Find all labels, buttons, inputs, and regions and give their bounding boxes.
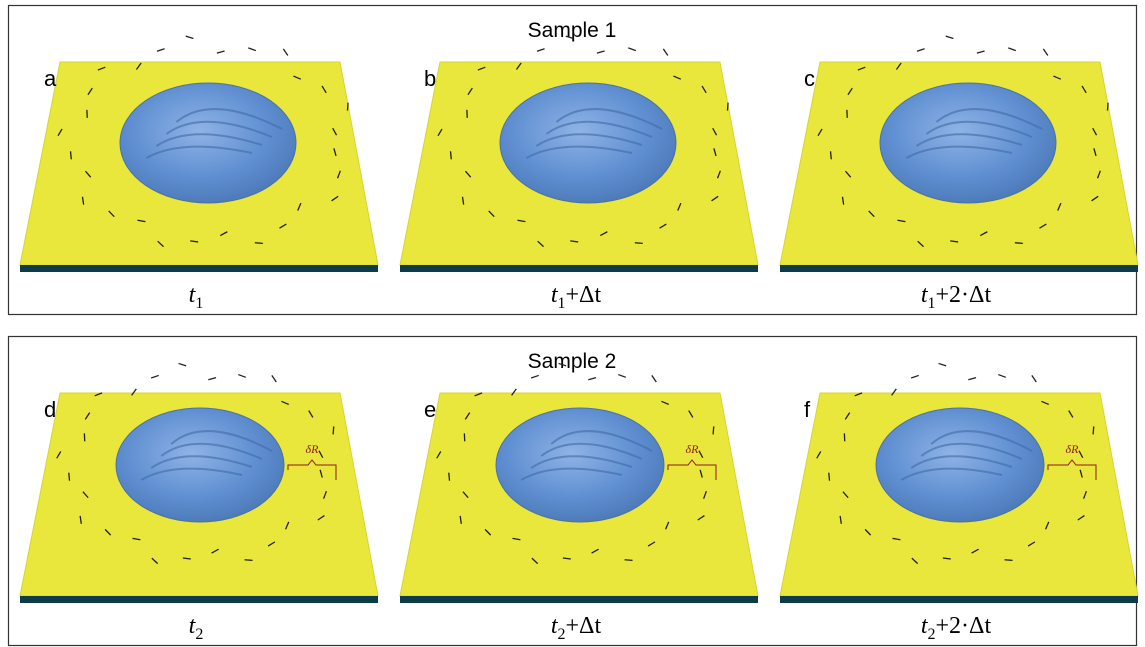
dash <box>998 375 1006 378</box>
plate-base <box>20 596 378 603</box>
panel-title: Sample 2 <box>528 350 617 373</box>
dash <box>652 375 656 382</box>
dash <box>272 375 276 382</box>
annotation: δR <box>306 442 320 456</box>
dash <box>283 49 287 56</box>
dash <box>713 426 714 434</box>
dash <box>186 36 194 38</box>
plate: d δR t2 <box>20 363 378 643</box>
blob <box>876 408 1044 522</box>
dash <box>939 363 947 365</box>
dash <box>531 375 539 378</box>
panel-letter: a <box>44 66 57 91</box>
plate: f δR t2+2·Δt <box>780 363 1138 643</box>
dash <box>1032 375 1036 382</box>
dash <box>248 48 256 51</box>
dash <box>347 103 348 111</box>
blob <box>116 408 284 522</box>
dash <box>255 243 263 244</box>
panel-letter: d <box>44 397 56 422</box>
dash <box>1043 49 1047 56</box>
caption-sub: 1 <box>195 295 203 312</box>
panel-letter: b <box>424 66 436 91</box>
caption-sub: 1 <box>928 295 936 312</box>
caption-rest: +Δt <box>566 613 602 639</box>
dash <box>1005 560 1013 561</box>
dash <box>71 151 72 159</box>
caption: t1 <box>189 282 204 312</box>
dash <box>449 473 450 481</box>
caption: t1+Δt <box>551 282 602 312</box>
dash <box>829 473 830 481</box>
dash <box>151 375 159 378</box>
dash <box>451 151 452 159</box>
dash <box>1015 243 1023 244</box>
caption-sub: 1 <box>558 295 566 312</box>
dash <box>333 426 334 434</box>
dash <box>911 375 919 378</box>
dash <box>157 49 165 52</box>
plate-base <box>780 596 1138 603</box>
caption: t2+Δt <box>551 613 602 643</box>
panel-letter: f <box>804 397 811 422</box>
plate-base <box>400 265 758 272</box>
dash <box>727 103 728 111</box>
caption: t2 <box>189 613 204 643</box>
annotation: δR <box>686 442 700 456</box>
dash <box>625 560 633 561</box>
dash <box>628 48 636 51</box>
dash <box>968 378 976 380</box>
dash <box>635 243 643 244</box>
dash <box>977 51 985 53</box>
blob <box>500 83 676 203</box>
dash <box>537 49 545 52</box>
dash <box>208 378 216 380</box>
caption: t2+2·Δt <box>921 613 992 643</box>
dash <box>1008 48 1016 51</box>
dash <box>618 375 626 378</box>
plate-base <box>400 596 758 603</box>
blob <box>120 83 296 203</box>
panel-letter: c <box>804 66 815 91</box>
dash <box>588 378 596 380</box>
dash <box>245 560 253 561</box>
plate-base <box>20 265 378 272</box>
caption-sub: 2 <box>558 626 566 643</box>
dash <box>217 51 225 53</box>
caption-rest: +2·Δt <box>936 613 992 639</box>
dash <box>1107 103 1108 111</box>
caption: t1+2·Δt <box>921 282 992 312</box>
plate: e δR t2+Δt <box>400 363 758 643</box>
dash <box>663 49 667 56</box>
dash <box>597 51 605 53</box>
plate-base <box>780 265 1138 272</box>
plate: b t1+Δt <box>400 36 758 312</box>
annotation: δR <box>1066 442 1080 456</box>
caption-rest: +Δt <box>566 282 602 308</box>
caption-sub: 2 <box>195 626 203 643</box>
dash <box>946 36 954 38</box>
plate: c t1+2·Δt <box>780 36 1138 312</box>
dash <box>917 49 925 52</box>
dash <box>238 375 246 378</box>
dash <box>831 151 832 159</box>
blob <box>880 83 1056 203</box>
dash <box>179 363 187 365</box>
plate: a t1 <box>20 36 378 312</box>
figure: Sample 1at1bt1+Δtct1+2·ΔtSample 2dδRt2eδ… <box>0 0 1145 647</box>
caption-rest: +2·Δt <box>936 282 992 308</box>
panel-letter: e <box>424 397 436 422</box>
blob <box>496 408 664 522</box>
caption-sub: 2 <box>928 626 936 643</box>
dash <box>69 473 70 481</box>
dash <box>1093 426 1094 434</box>
